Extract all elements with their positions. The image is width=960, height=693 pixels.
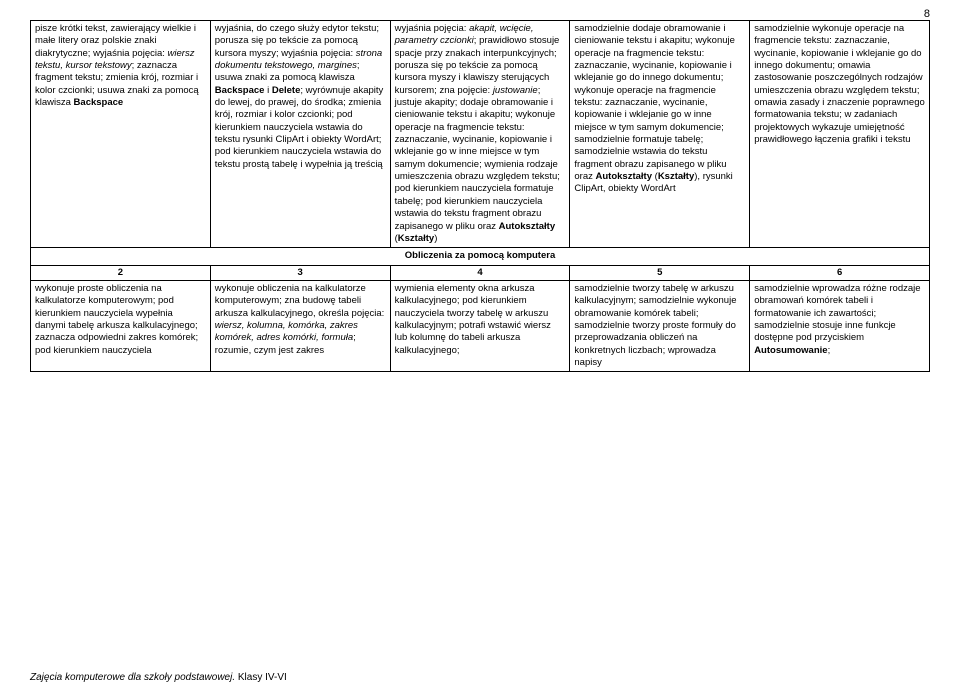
footer-title: Zajęcia komputerowe dla szkoły podstawow… <box>30 672 235 683</box>
table-row: pisze krótki tekst, zawierający wielkie … <box>31 21 930 248</box>
section-header: Obliczenia za pomocą komputera <box>31 248 930 265</box>
cell-r1-c4: samodzielnie dodaje obramowanie i cienio… <box>570 21 750 248</box>
col-num-2: 3 <box>210 265 390 280</box>
section-header-row: Obliczenia za pomocą komputera <box>31 248 930 265</box>
cell-r1-c2: wyjaśnia, do czego służy edytor tekstu; … <box>210 21 390 248</box>
cell-r2-c1: wykonuje proste obliczenia na kalkulator… <box>31 280 211 371</box>
col-num-3: 4 <box>390 265 570 280</box>
col-num-1: 2 <box>31 265 211 280</box>
footer-subtitle: Klasy IV-VI <box>235 672 287 683</box>
cell-r2-c5: samodzielnie wprowadza różne rodzaje obr… <box>750 280 930 371</box>
col-num-4: 5 <box>570 265 750 280</box>
cell-r1-c5: samodzielnie wykonuje operacje na fragme… <box>750 21 930 248</box>
col-num-5: 6 <box>750 265 930 280</box>
content-table: pisze krótki tekst, zawierający wielkie … <box>30 20 930 372</box>
table-row: wykonuje proste obliczenia na kalkulator… <box>31 280 930 371</box>
footer: Zajęcia komputerowe dla szkoły podstawow… <box>30 672 287 683</box>
cell-r1-c1: pisze krótki tekst, zawierający wielkie … <box>31 21 211 248</box>
cell-r2-c2: wykonuje obliczenia na kalkulatorze komp… <box>210 280 390 371</box>
cell-r2-c4: samodzielnie tworzy tabelę w arkuszu kal… <box>570 280 750 371</box>
cell-r2-c3: wymienia elementy okna arkusza kalkulacy… <box>390 280 570 371</box>
page-number: 8 <box>924 8 930 20</box>
number-row: 2 3 4 5 6 <box>31 265 930 280</box>
cell-r1-c3: wyjaśnia pojęcia: akapit, wcięcie, param… <box>390 21 570 248</box>
